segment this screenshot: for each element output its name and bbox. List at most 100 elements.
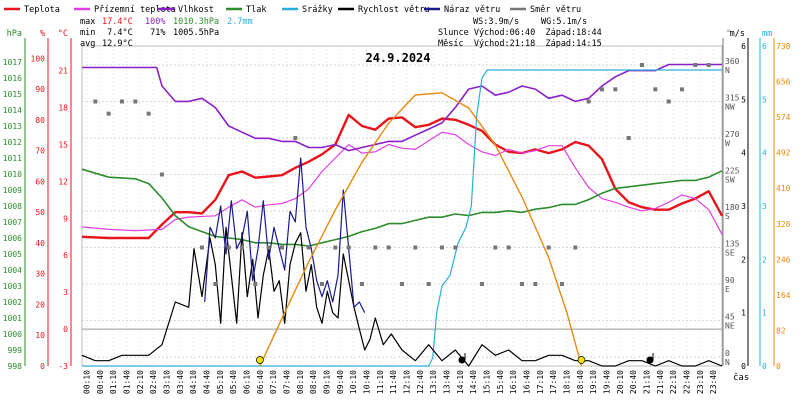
wind-dir-point	[493, 245, 498, 250]
legend-label: Vlhkost	[178, 5, 214, 15]
hpa-axis-tick: 1003	[3, 282, 22, 291]
mm-axis-tick: 4	[762, 149, 767, 158]
dir-axis-compass: NE	[725, 322, 735, 331]
hpa-axis-tick: 1009	[3, 186, 22, 195]
wm2-axis-tick: 410	[776, 184, 791, 193]
chart-axes: hPa9989991000100110021003100410051006100…	[3, 29, 791, 394]
x-tick-label: 15:10	[482, 370, 491, 394]
hpa-axis-tick: 1011	[3, 154, 22, 163]
wm2-axis-tick: 328	[776, 220, 791, 229]
mm-axis-tick: 5	[762, 95, 767, 104]
moonrise-marker	[646, 356, 654, 364]
wind-dir-point	[373, 245, 378, 250]
wind-dir-point	[586, 99, 591, 104]
degc-axis-title: °C	[58, 29, 68, 39]
legend-label: Přízemní teplota	[94, 5, 176, 15]
series-line-Srážky	[82, 69, 722, 367]
mm-axis-tick: 6	[762, 42, 767, 51]
wind-dir-point	[613, 87, 618, 92]
x-tick-label: 21:10	[642, 370, 651, 394]
chart-title: 24.9.2024	[365, 51, 430, 65]
stat-min-press: 1005.5hPa	[173, 28, 219, 38]
wind-dir-point	[520, 282, 524, 286]
degc-axis-tick: 9	[63, 214, 68, 223]
wind-dir-point	[160, 172, 164, 177]
hpa-axis-tick: 1014	[3, 106, 22, 115]
series-line-Náraz větru	[204, 157, 366, 313]
x-tick-label: 13:10	[429, 370, 438, 394]
stats-panel: max 17.4°C 100% 1010.3hPa 2.7mm min 7.4°…	[80, 17, 602, 49]
hpa-axis-tick: 998	[8, 362, 23, 371]
wm2-axis-tick: 574	[776, 113, 791, 122]
wind-dir-point	[146, 111, 151, 116]
ms-axis-tick: 4	[741, 149, 746, 158]
mm-axis-tick: 0	[762, 362, 767, 371]
chart-series	[81, 63, 724, 367]
stat-avg-temp: 12.9°C	[102, 39, 133, 49]
dir-axis-compass: S	[725, 212, 730, 221]
wind-dir-point	[360, 282, 364, 286]
wind-dir-point	[506, 245, 511, 250]
x-tick-label: 09:10	[322, 370, 331, 394]
dir-axis-tick: 180	[725, 203, 740, 212]
dir-axis-compass: E	[725, 285, 730, 294]
x-tick-label: 08:10	[296, 370, 305, 394]
degc-axis-tick: 0	[63, 325, 68, 334]
hpa-axis-tick: 1005	[3, 250, 22, 259]
degc-axis-tick: 15	[58, 140, 68, 149]
wind-dir-point	[346, 245, 351, 250]
astro-markers	[256, 353, 654, 364]
legend-label: Srážky	[302, 5, 333, 15]
hpa-axis-tick: 1010	[3, 170, 22, 179]
degc-axis-tick: 6	[63, 251, 68, 260]
dir-axis-tick: 270	[725, 130, 740, 139]
x-tick-label: 14:10	[456, 370, 465, 394]
degc-axis-tick: 3	[63, 288, 68, 297]
wind-dir-point	[253, 282, 258, 286]
chart-grid	[81, 45, 723, 367]
x-tick-label: 12:40	[416, 370, 425, 394]
stat-max-temp: 17.4°C	[102, 17, 133, 27]
legend-label: Náraz větru	[444, 5, 500, 15]
x-tick-label: 01:40	[122, 370, 131, 394]
x-tick-label: 01:10	[109, 370, 118, 394]
x-tick-label: 03:40	[176, 370, 185, 394]
degc-axis-tick: 18	[58, 104, 68, 113]
wind-dir-point	[653, 87, 658, 92]
stat-min-hum: 71%	[145, 28, 165, 38]
x-tick-label: 17:40	[549, 370, 558, 394]
mm-axis-title: mm	[762, 29, 772, 39]
stat-max-rain: 2.7mm	[227, 17, 253, 27]
stat-ws: WS:3.9m/s	[473, 17, 519, 27]
x-tick-label: 08:40	[309, 370, 318, 394]
wind-dir-point	[533, 282, 538, 286]
series-line-Přízemní teplota	[81, 131, 723, 235]
dir-axis-tick: 90	[725, 276, 735, 285]
pct-axis-tick: 40	[35, 239, 45, 248]
x-tick-label: 00:40	[96, 370, 105, 394]
wm2-axis-tick: 492	[776, 149, 791, 158]
hpa-axis-tick: 1001	[3, 314, 22, 323]
x-tick-label: 06:10	[242, 370, 251, 394]
wind-dir-point	[573, 245, 578, 250]
pct-axis-tick: 50	[35, 208, 45, 217]
x-tick-label: 09:40	[336, 370, 345, 394]
stat-min-temp: 7.4°C	[102, 28, 133, 38]
stat-sun: Slunce Východ:06:40 Západ:18:44	[438, 28, 602, 38]
x-tick-label: 22:40	[682, 370, 691, 394]
wind-dir-point	[133, 99, 138, 104]
x-tick-label: 18:10	[562, 370, 571, 394]
pct-axis-tick: 70	[35, 147, 45, 156]
pct-axis-tick: 30	[35, 270, 45, 279]
x-tick-label: 13:40	[442, 370, 451, 394]
x-tick-label: 21:40	[656, 370, 665, 394]
sunset-marker	[577, 356, 586, 364]
wind-dir-point	[226, 245, 231, 250]
pct-axis-title: %	[40, 29, 45, 39]
hpa-axis-tick: 1008	[3, 202, 22, 211]
dir-axis-tick: 360	[725, 57, 740, 66]
x-tick-label: 17:10	[536, 370, 545, 394]
ms-axis-tick: 2	[741, 255, 746, 264]
wind-dir-point	[560, 282, 564, 286]
